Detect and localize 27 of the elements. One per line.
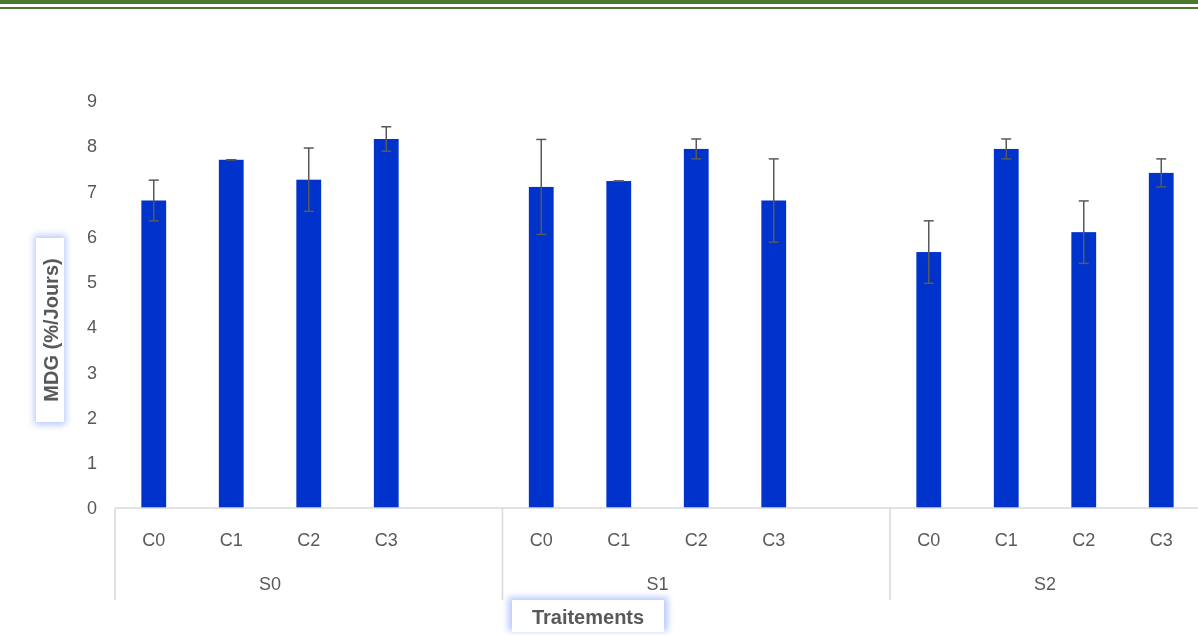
y-tick-label: 6 [86,226,97,247]
y-tick-label: 4 [86,317,97,338]
text: S1 [646,574,669,594]
x-tick-label: C1 [219,530,243,550]
y-tick-label: 3 [86,362,97,383]
y-tick-label: 1 [86,453,97,474]
y-tick-label: 2 [86,407,97,428]
y-tick-label: 8 [86,136,97,157]
x-tick-label: C2 [1072,530,1096,550]
y-axis-title: MDG (%/Jours) [40,258,62,402]
x-tick-label: C2 [684,530,708,550]
x-tick-label: C3 [1149,530,1173,550]
text: S0 [258,574,282,594]
x-tick-label: C1 [994,530,1018,550]
y-tick-label: 7 [86,181,97,202]
x-tick-label: C3 [762,530,786,550]
x-tick-label: C3 [374,530,398,550]
y-tick-label: 9 [86,91,97,112]
x-tick-label: C2 [297,530,321,550]
x-tick-label: C1 [607,530,631,550]
text: S2 [1033,574,1057,594]
x-axis-title: Traitements [531,606,645,628]
x-tick-label: C0 [529,530,553,550]
y-tick-label: 0 [86,498,97,519]
x-tick-label: C0 [917,530,941,550]
x-tick-label: C0 [142,530,166,550]
y-tick-label: 5 [86,272,97,293]
